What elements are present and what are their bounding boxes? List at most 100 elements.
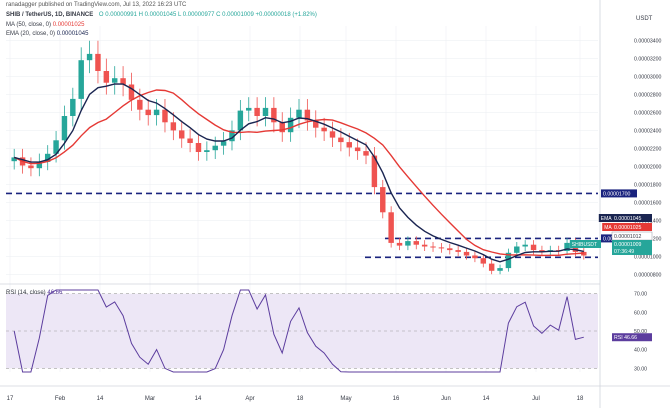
price-tag-value: 0.00001025: [614, 225, 642, 231]
x-tick-label: 18: [297, 396, 304, 402]
y-tick-label: 0.00003000: [634, 74, 662, 80]
y-tick-label: 0.00002600: [634, 110, 662, 116]
y-axis-title: USDT: [636, 16, 653, 22]
rsi-tick-label: 30.00: [634, 366, 647, 372]
price-tag-name: MA: [604, 225, 612, 231]
candle-body: [204, 150, 210, 152]
ma-legend: MA (50, close, 0) 0.00001025: [6, 21, 84, 29]
candle-body: [371, 155, 378, 188]
rsi-tag-label: RSI 46.66: [614, 335, 637, 341]
candle-body: [346, 142, 352, 148]
symbol-line: SHIB / TetherUS, 1D, BINANCE O 0.0000099…: [6, 11, 317, 19]
y-tick-label: 0.00003400: [634, 38, 662, 44]
candle-body: [262, 107, 269, 116]
candle-body: [455, 250, 461, 252]
candle-body: [313, 120, 319, 128]
candle-body: [137, 99, 143, 110]
price-tag-value: 0.00001009: [614, 242, 642, 248]
candle-body: [405, 241, 411, 246]
candle-body: [86, 53, 93, 61]
ema-legend: EMA (20, close, 0) 0.00001045: [6, 30, 88, 38]
ema-legend-value: 0.00001045: [56, 31, 89, 37]
candle-body: [44, 153, 51, 162]
ma-50-line: [13, 89, 584, 257]
candle-body: [287, 117, 294, 133]
rsi-line: [13, 289, 584, 373]
price-tag-name-box: [602, 223, 613, 231]
candle-body: [212, 145, 218, 151]
candle-body: [363, 151, 369, 156]
price-tag-box: [612, 247, 652, 255]
ohlc-values: O 0.00000991 H 0.00001045 L 0.00000977 C…: [98, 12, 317, 18]
x-tick-label: 14: [483, 396, 490, 402]
ma-legend-label: MA (50, close, 0): [6, 22, 52, 28]
candle-body: [296, 109, 302, 118]
candle-body: [78, 60, 84, 99]
candle-body: [480, 258, 487, 264]
candle-body: [396, 242, 403, 246]
y-tick-label: 0.00003200: [634, 56, 662, 62]
ema-20-line: [14, 83, 584, 263]
candle-body: [522, 244, 528, 247]
y-tick-label: 0.00002200: [634, 146, 662, 152]
candle-body: [338, 137, 344, 143]
rsi-legend: RSI (14, close) 46.66: [6, 289, 62, 297]
candle-body: [70, 98, 76, 116]
x-tick-label: 14: [195, 396, 202, 402]
candle-body: [380, 187, 386, 213]
candle-body: [304, 109, 311, 121]
price-tag-value: 0.00001012: [614, 234, 642, 240]
candle-body: [271, 107, 277, 123]
x-tick-label: Mar: [145, 396, 155, 402]
candle-body: [195, 143, 202, 152]
candle-body: [61, 116, 68, 141]
candle-body: [530, 244, 537, 251]
candle-body: [472, 255, 478, 259]
candle-body: [388, 212, 394, 243]
moving-averages: [13, 83, 584, 263]
price-tag-name: SHIBUSDT: [572, 242, 597, 248]
candle-body: [28, 165, 34, 169]
candle-body: [438, 247, 445, 249]
candle-body: [246, 107, 252, 111]
rsi-legend-label: RSI (14, close): [6, 290, 46, 296]
rsi-tag: [612, 333, 652, 342]
x-tick-label: Feb: [55, 396, 66, 402]
candle-body: [237, 110, 244, 131]
y-tick-label: 0.00001000: [634, 254, 662, 260]
candle-body: [120, 78, 126, 85]
candle-body: [11, 157, 17, 162]
x-tick-label: 17: [7, 396, 14, 402]
candle-body: [430, 246, 436, 248]
candle-body: [463, 251, 470, 256]
candle-body: [421, 244, 428, 247]
candle-body: [279, 122, 285, 133]
candle-body: [153, 109, 160, 116]
candle-body: [103, 71, 110, 83]
y-tick-label: 0.00001800: [634, 182, 662, 188]
candle-body: [354, 147, 361, 152]
rsi-legend-value: 46.66: [47, 290, 63, 296]
candle-body: [220, 141, 227, 146]
price-tag-name-box: [569, 240, 601, 248]
publisher-line: ranadagger published on TradingView.com,…: [6, 2, 187, 8]
rsi-band: [6, 293, 598, 369]
rsi-tick-label: 60.00: [634, 310, 647, 316]
y-tick-label: 0.00000800: [634, 272, 662, 278]
level-tag-label: 0.00001700: [603, 191, 631, 197]
price-tag-name: EMA: [601, 216, 613, 222]
candle-body: [187, 138, 193, 143]
ema-legend-label: EMA (20, close, 0): [6, 31, 56, 37]
candle-body: [505, 252, 512, 269]
price-tag-name-box: [598, 214, 613, 222]
x-tick-label: Jun: [441, 396, 451, 402]
candle-body: [128, 84, 135, 100]
symbol: SHIB / TetherUS, 1D, BINANCE: [6, 12, 94, 18]
x-tick-label: 14: [97, 396, 104, 402]
candle-body: [179, 130, 185, 139]
rsi-path: [13, 289, 584, 373]
y-tick-label: 0.00002800: [634, 92, 662, 98]
x-tick-label: Apr: [245, 396, 254, 402]
level-tag: [601, 189, 637, 198]
